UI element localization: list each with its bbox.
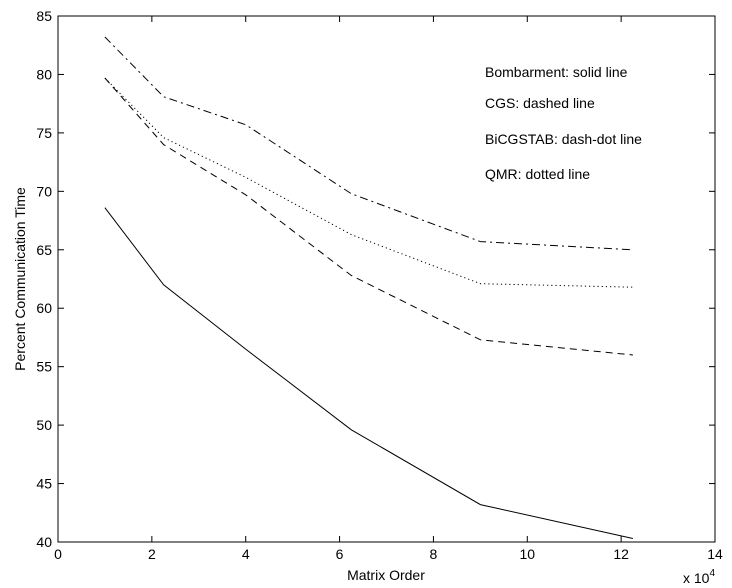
x-tick-label: 4 <box>242 546 250 562</box>
y-tick-label: 45 <box>36 476 52 492</box>
annotation-text: Bombarment: solid line <box>485 64 628 80</box>
y-tick-label: 55 <box>36 359 52 375</box>
y-tick-label: 50 <box>36 417 52 433</box>
axis-ticks: 0 2 4 6 8 10 12 14 40 45 50 55 60 65 70 75 80 85 <box>36 8 723 562</box>
annotation-text: QMR: dotted line <box>485 166 590 182</box>
x-tick-label: 8 <box>430 546 438 562</box>
y-tick-label: 65 <box>36 242 52 258</box>
x-multiplier: x 104 <box>683 568 715 586</box>
x-tick-label: 12 <box>613 546 629 562</box>
x-multiplier-base: x 10 <box>683 570 710 586</box>
x-tick-label: 6 <box>336 546 344 562</box>
x-tick-label: 0 <box>54 546 62 562</box>
y-tick-label: 60 <box>36 300 52 316</box>
y-tick-label: 40 <box>36 534 52 550</box>
x-tick-label: 2 <box>148 546 156 562</box>
series-line-cgs <box>104 77 633 356</box>
annotation-text: CGS: dashed line <box>485 95 595 111</box>
x-axis-label: Matrix Order <box>347 567 425 583</box>
annotation-text: BiCGSTAB: dash-dot line <box>485 131 642 147</box>
x-tick-label: 10 <box>519 546 535 562</box>
annotations: Bombarment: solid line CGS: dashed line Bi… <box>485 64 642 182</box>
y-tick-label: 80 <box>36 66 52 82</box>
y-tick-label: 75 <box>36 125 52 141</box>
series-line-qmr <box>104 77 633 288</box>
series-line-bombarment <box>104 207 634 539</box>
y-axis-label: Percent Communication Time <box>12 187 28 371</box>
y-tick-label: 85 <box>36 8 52 24</box>
x-tick-label: 14 <box>707 546 723 562</box>
plot-area <box>57 15 716 543</box>
x-multiplier-exponent: 4 <box>709 568 715 579</box>
y-tick-label: 70 <box>36 183 52 199</box>
series-layer <box>104 36 634 539</box>
